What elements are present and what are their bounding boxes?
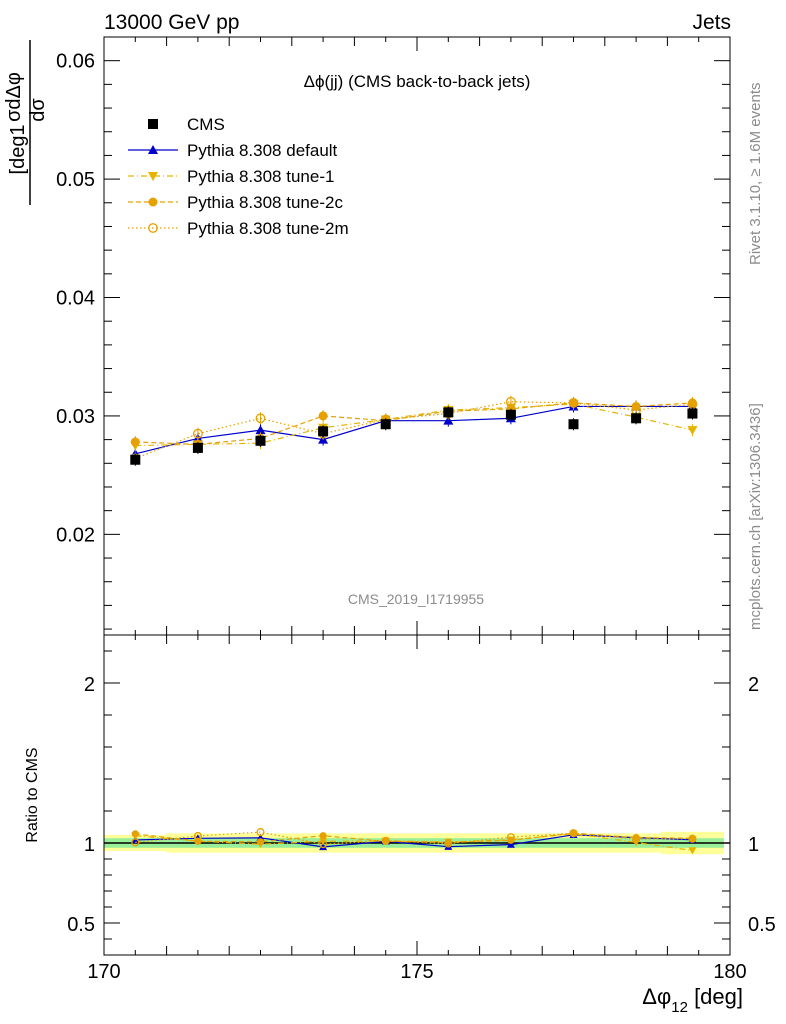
data-point (380, 419, 391, 430)
ratio-tick-label-right: 0.5 (748, 914, 776, 936)
y-tick-label: 0.06 (56, 51, 95, 73)
svg-text:σdΔφ: σdΔφ (3, 72, 25, 122)
legend-marker (148, 119, 158, 129)
data-point (255, 413, 266, 424)
y-tick-label: 0.04 (56, 288, 95, 310)
data-point (505, 409, 516, 420)
header-left: 13000 GeV pp (104, 11, 239, 34)
ratio-point (688, 834, 697, 843)
analysis-watermark: CMS_2019_I1719955 (348, 591, 484, 607)
svg-text:dσ: dσ (27, 98, 49, 122)
data-point (505, 396, 516, 407)
legend-label: CMS (187, 115, 225, 134)
data-point (130, 454, 141, 465)
data-point (687, 408, 698, 419)
ratio-point (319, 842, 328, 851)
data-point (130, 437, 140, 447)
data-point (192, 442, 203, 453)
series-line (135, 403, 693, 447)
series-line (135, 402, 693, 445)
x-tick-label: 170 (87, 961, 120, 983)
legend-marker (148, 197, 158, 207)
x-tick-label: 175 (400, 961, 433, 983)
ratio-tick-label-left: 1 (84, 834, 95, 856)
data-point (631, 413, 642, 424)
series-line (135, 401, 693, 460)
ratio-point (319, 838, 328, 846)
data-point (443, 407, 454, 418)
series-2 (130, 398, 698, 855)
ratio-point (256, 828, 265, 837)
data-point (318, 426, 329, 437)
rivet-version-text: Rivet 3.1.10, ≥ 1.6M events (747, 83, 764, 266)
legend-label: Pythia 8.308 tune-2c (187, 193, 343, 212)
series-3 (130, 396, 697, 847)
data-point (255, 435, 266, 446)
legend-item: Pythia 8.308 tune-1 (128, 167, 334, 186)
ratio-point (319, 832, 327, 840)
ratio-tick-label-left: 2 (84, 674, 95, 696)
ratio-point (632, 835, 641, 844)
ratio-point (506, 833, 515, 842)
ratio-series-line (135, 832, 693, 844)
y-tick-label: 0.02 (56, 524, 95, 546)
y-tick-label: 0.05 (56, 169, 95, 191)
ratio-point (381, 836, 390, 845)
chart-title: Δϕ(jj) (CMS back-to-back jets) (304, 72, 531, 91)
svg-text:1: 1 (7, 124, 29, 135)
legend-label: Pythia 8.308 default (187, 141, 338, 160)
data-point (192, 428, 203, 439)
legend-marker (148, 172, 158, 181)
data-point (443, 415, 454, 425)
x-tick-label: 180 (713, 961, 746, 983)
ratio-point (569, 829, 578, 838)
ratio-tick-label-right: 2 (748, 674, 759, 696)
legend-marker (148, 223, 158, 233)
svg-text:Δφ12 [deg]: Δφ12 [deg] (642, 984, 743, 1016)
mcplots-credit-text: mcplots.cern.ch [arXiv:1306.3436] (747, 403, 764, 630)
legend-item: Pythia 8.308 tune-2m (128, 219, 349, 238)
ratio-point (193, 831, 202, 841)
ratio-point (444, 839, 453, 848)
legend-label: Pythia 8.308 tune-1 (187, 167, 334, 186)
ratio-point (131, 830, 139, 838)
svg-text:[deg: [deg (7, 136, 29, 175)
header-right: Jets (692, 11, 731, 34)
main-y-axis-label: 1 dσ σdΔφ [deg (3, 40, 49, 205)
data-point (568, 419, 579, 430)
ratio-point (506, 840, 515, 848)
data-point (318, 411, 328, 421)
legend: CMS Pythia 8.308 default Pythia 8.308 tune… (128, 115, 349, 238)
series-4 (130, 395, 698, 849)
ratio-tick-label-right: 1 (748, 834, 759, 856)
legend-label: Pythia 8.308 tune-2m (187, 219, 349, 238)
ratio-point (319, 840, 328, 849)
legend-item: Pythia 8.308 default (128, 141, 338, 160)
data-point (568, 398, 579, 408)
ratio-series-line (135, 834, 693, 848)
ratio-tick-label-left: 0.5 (67, 914, 95, 936)
data-point (255, 425, 266, 435)
series-0 (130, 406, 698, 466)
ratio-plot-frame (103, 634, 731, 956)
legend-item: CMS (148, 115, 225, 134)
ratio-point (131, 838, 140, 847)
y-tick-label: 0.03 (56, 406, 95, 428)
x-axis-label: Δφ12 [deg] (642, 984, 743, 1016)
ratio-point (256, 838, 265, 846)
legend-marker (148, 145, 158, 154)
series-1 (130, 400, 698, 851)
ratio-y-axis-label: Ratio to CMS (24, 747, 41, 842)
ratio-point (688, 847, 697, 855)
series-line (135, 405, 693, 455)
legend-item: Pythia 8.308 tune-2c (128, 193, 343, 212)
data-point (687, 426, 698, 436)
